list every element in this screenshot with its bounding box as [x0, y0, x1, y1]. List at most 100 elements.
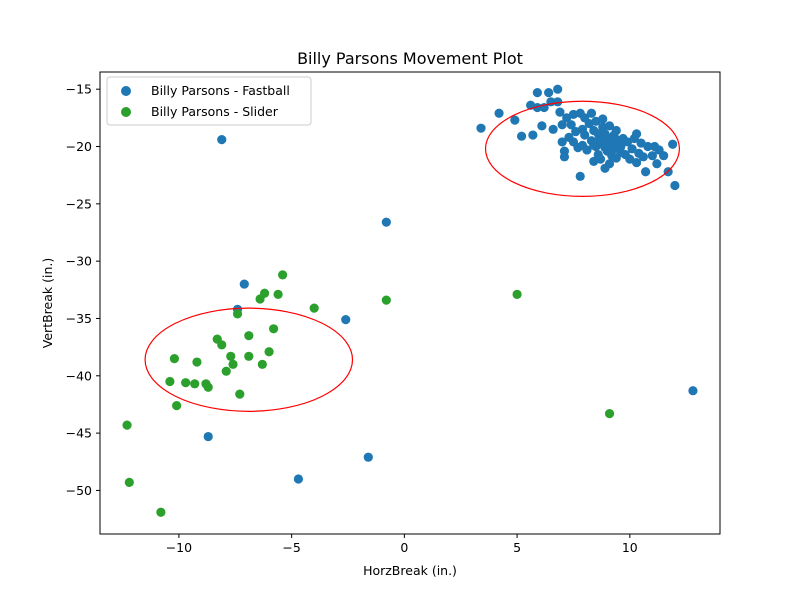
- data-point: [641, 167, 651, 177]
- y-tick-label: −20: [66, 139, 92, 154]
- data-point: [604, 121, 615, 131]
- data-point: [381, 295, 391, 305]
- series-fastball: [203, 84, 698, 484]
- data-point: [553, 84, 563, 94]
- data-point: [631, 157, 642, 168]
- data-point: [156, 507, 166, 517]
- data-point: [165, 376, 175, 387]
- data-point: [566, 120, 576, 130]
- data-point: [557, 137, 567, 147]
- data-point: [257, 359, 267, 369]
- legend-marker-slider: [121, 107, 131, 117]
- data-point: [228, 359, 238, 369]
- data-point: [643, 141, 653, 152]
- data-point: [600, 143, 610, 153]
- data-layer: [122, 84, 698, 517]
- data-point: [217, 340, 227, 350]
- data-point: [293, 474, 303, 484]
- data-point: [122, 420, 132, 430]
- data-point: [580, 130, 590, 140]
- legend: Billy Parsons - Fastball Billy Parsons -…: [106, 76, 312, 126]
- data-point: [622, 137, 633, 147]
- data-point: [559, 152, 570, 162]
- data-point: [517, 131, 527, 141]
- data-point: [625, 154, 635, 164]
- data-point: [670, 180, 680, 191]
- data-point: [273, 289, 283, 299]
- y-tick-label: −15: [66, 82, 92, 97]
- data-point: [278, 270, 288, 280]
- data-point: [203, 382, 213, 392]
- data-point: [190, 379, 200, 389]
- data-point: [636, 138, 646, 148]
- x-tick-label: −5: [282, 540, 300, 555]
- data-point: [544, 88, 554, 98]
- series-slider: [122, 270, 615, 517]
- data-point: [553, 97, 563, 107]
- data-point: [604, 409, 615, 419]
- data-point: [226, 351, 236, 361]
- y-axis-label: VertBreak (in.): [40, 258, 55, 348]
- data-point: [264, 347, 274, 357]
- data-point: [548, 124, 558, 134]
- data-point: [363, 452, 373, 462]
- data-point: [255, 294, 265, 304]
- data-point: [532, 88, 542, 98]
- data-point: [652, 159, 662, 169]
- x-tick-label: −10: [166, 540, 192, 555]
- data-point: [309, 303, 319, 313]
- plot-area: −10 −5 0 5 10−15−20−25−30−35−40−45−50: [66, 71, 721, 555]
- data-point: [611, 135, 621, 145]
- data-point: [235, 389, 245, 399]
- data-point: [647, 151, 657, 161]
- plot-frame: [99, 71, 721, 535]
- data-point: [537, 121, 547, 131]
- data-point: [595, 154, 606, 164]
- data-point: [181, 378, 191, 388]
- data-point: [586, 108, 597, 118]
- data-point: [232, 309, 243, 319]
- y-tick-label: −45: [66, 426, 92, 441]
- data-point: [221, 366, 231, 376]
- x-axis-label: HorzBreak (in.): [363, 563, 457, 578]
- data-point: [568, 109, 579, 120]
- data-point: [631, 129, 642, 139]
- legend-label-fastball: Billy Parsons - Fastball: [151, 83, 290, 98]
- legend-marker-fastball: [121, 86, 131, 96]
- data-point: [341, 315, 351, 325]
- y-tick-label: −25: [66, 196, 92, 211]
- x-tick-label: 0: [400, 540, 408, 555]
- data-point: [611, 125, 621, 136]
- data-point: [638, 152, 648, 162]
- data-point: [562, 113, 572, 123]
- cluster-ellipse-slider: [144, 307, 354, 412]
- data-point: [203, 431, 213, 442]
- data-point: [192, 357, 202, 367]
- y-tick-label: −40: [66, 368, 92, 383]
- data-point: [659, 151, 669, 161]
- legend-box: [106, 76, 312, 126]
- data-point: [512, 289, 522, 299]
- data-point: [244, 331, 254, 341]
- cluster-ellipse-fastball: [484, 100, 681, 197]
- data-point: [217, 135, 227, 145]
- data-point: [381, 217, 391, 227]
- data-point: [555, 107, 565, 117]
- chart-title: Billy Parsons Movement Plot: [297, 49, 523, 68]
- data-point: [598, 114, 608, 124]
- y-tick-label: −50: [66, 483, 92, 498]
- data-point: [575, 171, 585, 181]
- x-tick-label: 10: [622, 540, 638, 555]
- data-point: [269, 324, 279, 334]
- data-point: [582, 145, 592, 155]
- y-tick-label: −35: [66, 311, 92, 326]
- data-point: [476, 123, 486, 133]
- legend-label-slider: Billy Parsons - Slider: [151, 104, 279, 119]
- data-point: [169, 354, 179, 364]
- data-point: [557, 120, 567, 130]
- y-tick-label: −30: [66, 254, 92, 269]
- data-point: [528, 130, 538, 140]
- data-point: [244, 351, 254, 361]
